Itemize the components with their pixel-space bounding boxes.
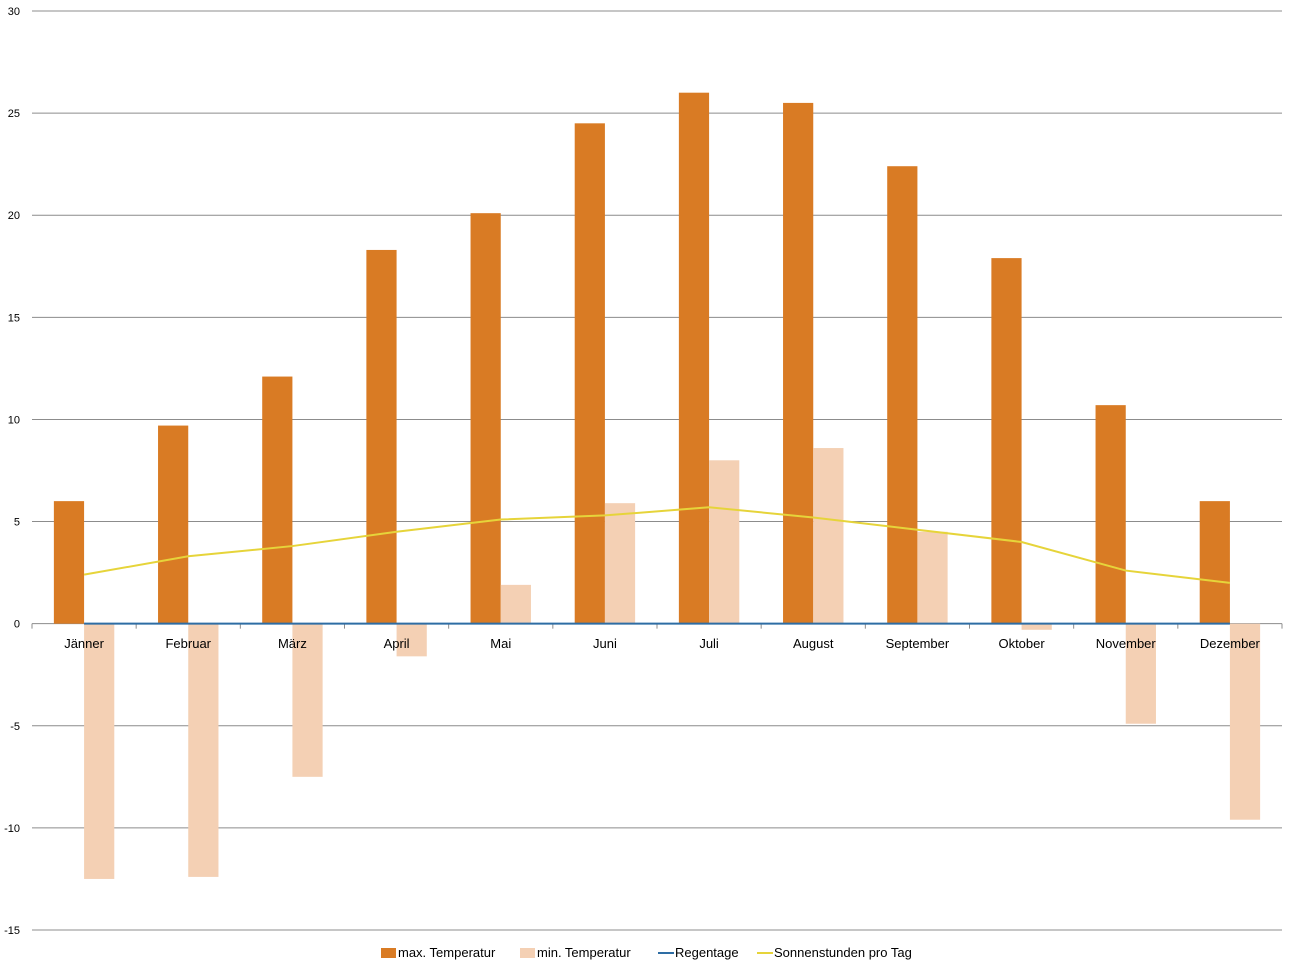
line-sonnenstunden: [83, 506, 1231, 584]
bar-max-temperatur: [887, 166, 918, 624]
bar-min-temperatur: [1021, 623, 1052, 630]
x-category-label: Juli: [699, 636, 719, 651]
legend-item: max. Temperatur: [381, 945, 496, 960]
legend-label: min. Temperatur: [537, 945, 631, 960]
bar-min-temperatur: [292, 623, 323, 777]
y-tick-label: 20: [8, 210, 20, 222]
y-axis-tick-labels: 30 25 20 15 10 5 0 -5 -10 -15: [4, 6, 20, 937]
x-category-label: August: [793, 636, 834, 651]
y-tick-label: -15: [4, 925, 20, 937]
bar-max-temperatur: [1199, 501, 1230, 624]
x-axis-category-labels: Jänner Februar März April Mai Juni Juli August S…: [64, 636, 1260, 651]
x-category-label: Dezember: [1200, 636, 1261, 651]
bar-min-temperatur: [84, 623, 115, 879]
x-category-label: Juni: [593, 636, 617, 651]
legend-item: min. Temperatur: [520, 945, 631, 960]
bar-min-temperatur: [709, 460, 740, 624]
y-tick-label: 5: [14, 517, 20, 529]
y-tick-label: 30: [8, 6, 20, 18]
legend-label: max. Temperatur: [398, 945, 496, 960]
series-lines: [83, 506, 1231, 625]
legend-label: Sonnenstunden pro Tag: [774, 945, 912, 960]
bar-min-temperatur: [500, 584, 531, 624]
bar-min-temperatur: [917, 531, 948, 624]
y-tick-label: 0: [14, 619, 20, 631]
legend-swatch: [520, 948, 535, 958]
bar-max-temperatur: [470, 213, 501, 624]
x-category-label: April: [384, 636, 410, 651]
bar-min-temperatur: [813, 448, 844, 624]
bar-min-temperatur: [396, 623, 427, 657]
bar-min-temperatur: [1229, 623, 1261, 820]
y-tick-label: -10: [4, 823, 20, 835]
y-tick-label: -5: [10, 721, 20, 733]
bar-max-temperatur: [53, 501, 85, 624]
y-tick-label: 10: [8, 414, 20, 426]
legend-label: Regentage: [675, 945, 739, 960]
bar-max-temperatur: [678, 92, 710, 624]
bar-min-temperatur: [188, 623, 219, 877]
bar-max-temperatur: [158, 425, 189, 624]
legend: max. Temperatur min. Temperatur Regentage S…: [381, 945, 912, 960]
bar-min-temperatur: [604, 503, 636, 624]
x-category-label: März: [278, 636, 307, 651]
bar-max-temperatur: [574, 123, 605, 624]
gridlines: [31, 10, 1283, 931]
bar-min-temperatur: [1125, 623, 1156, 724]
bar-max-temperatur: [1095, 405, 1126, 624]
x-category-label: Mai: [490, 636, 511, 651]
x-category-label: Jänner: [64, 636, 104, 651]
bar-max-temperatur: [262, 376, 293, 624]
bars: [53, 92, 1261, 879]
y-tick-label: 15: [8, 312, 20, 324]
bar-max-temperatur: [366, 249, 397, 624]
x-category-label: November: [1096, 636, 1157, 651]
y-tick-label: 25: [8, 108, 20, 120]
legend-swatch: [381, 948, 396, 958]
bar-max-temperatur: [991, 258, 1022, 624]
x-category-label: September: [886, 636, 950, 651]
x-category-label: Februar: [165, 636, 211, 651]
bar-max-temperatur: [783, 102, 814, 624]
legend-item: Regentage: [658, 945, 739, 960]
legend-item: Sonnenstunden pro Tag: [757, 945, 912, 960]
x-category-label: Oktober: [998, 636, 1045, 651]
